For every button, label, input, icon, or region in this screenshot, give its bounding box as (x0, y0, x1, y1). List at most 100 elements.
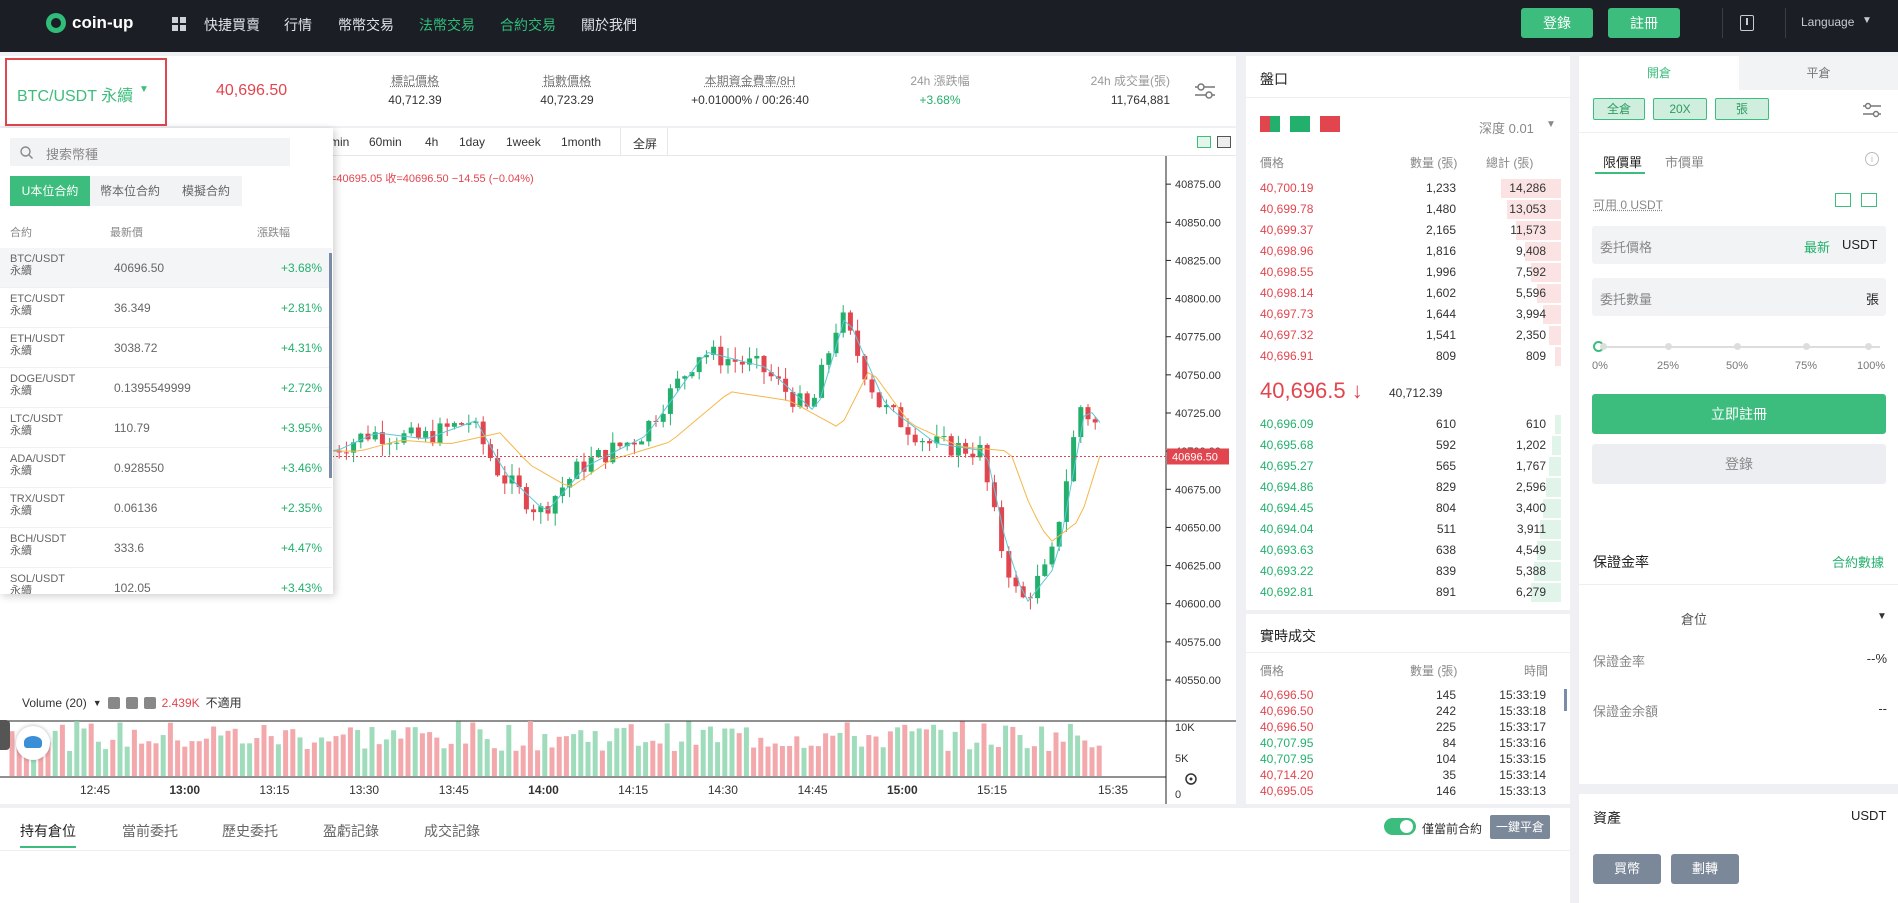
nav-spot[interactable]: 幣幣交易 (338, 17, 394, 33)
register-now-button[interactable]: 立即註冊 (1592, 394, 1886, 434)
bid-row[interactable]: 40,696.09 610 610 (1246, 414, 1566, 435)
header-change[interactable]: 漲跌幅 (257, 227, 290, 239)
bottom-tab[interactable]: 持有倉位 (20, 823, 76, 839)
bid-row[interactable]: 40,695.27 565 1,767 (1246, 456, 1566, 477)
ask-row[interactable]: 40,699.37 2,165 11,573 (1246, 220, 1566, 241)
market-row[interactable]: DOGE/USDT 永續 0.1395549999 +2.72% (0, 368, 332, 408)
market-row[interactable]: ETH/USDT 永續 3038.72 +4.31% (0, 328, 332, 368)
login-button[interactable]: 登錄 (1521, 8, 1593, 38)
interval-1month[interactable]: 1month (561, 135, 602, 149)
tab-sim-contract[interactable]: 模擬合約 (170, 176, 242, 206)
bottom-tab[interactable]: 當前委托 (122, 823, 178, 839)
interval-min[interactable]: min (330, 135, 350, 149)
symbol-selector[interactable]: BTC/USDT 永續 ▼ (5, 58, 167, 126)
bids-only-icon[interactable] (1290, 116, 1310, 132)
tab-open[interactable]: 開倉 (1579, 56, 1739, 90)
slider-stop[interactable] (1734, 343, 1741, 350)
ask-row[interactable]: 40,697.73 1,644 3,994 (1246, 304, 1566, 325)
nav-contract[interactable]: 合約交易 (500, 17, 556, 33)
collapse-handle[interactable] (0, 720, 10, 750)
buy-crypto-button[interactable]: 買幣 (1593, 854, 1661, 884)
asks-only-icon[interactable] (1320, 116, 1340, 132)
unit-button[interactable]: 張 (1715, 98, 1769, 120)
bid-row[interactable]: 40,693.63 638 4,549 (1246, 540, 1566, 561)
header-pair[interactable]: 合約 (10, 227, 32, 239)
order-qty-input[interactable]: 委托數量 張 (1592, 278, 1886, 316)
slider-stop[interactable] (1803, 343, 1810, 350)
order-login-button[interactable]: 登錄 (1592, 444, 1886, 484)
market-scrollbar[interactable] (329, 253, 332, 478)
depth-selector[interactable]: 深度 0.01 (1479, 121, 1534, 136)
bid-row[interactable]: 40,692.81 891 6,279 (1246, 582, 1566, 603)
gear-icon[interactable] (1182, 770, 1200, 788)
ask-row[interactable]: 40,697.32 1,541 2,350 (1246, 325, 1566, 346)
interval-60min[interactable]: 60min (369, 135, 402, 149)
market-row[interactable]: LTC/USDT 永續 110.79 +3.95% (0, 408, 332, 448)
margin-mode-button[interactable]: 全倉 (1593, 98, 1645, 120)
calculator-icon[interactable] (1861, 193, 1877, 207)
contract-data-link[interactable]: 合約數據 (1832, 555, 1885, 570)
settings-sliders-icon[interactable] (1194, 82, 1216, 100)
leverage-button[interactable]: 20X (1653, 98, 1707, 120)
gear-icon[interactable] (125, 696, 138, 709)
transfer-icon[interactable] (1835, 193, 1851, 207)
header-price[interactable]: 最新價 (110, 227, 143, 239)
slider-stop[interactable] (1865, 343, 1872, 350)
ask-row[interactable]: 40,696.91 809 809 (1246, 346, 1566, 367)
close-icon[interactable] (143, 696, 156, 709)
bid-row[interactable]: 40,694.86 829 2,596 (1246, 477, 1566, 498)
settings-sliders-icon[interactable] (1862, 102, 1882, 118)
market-row[interactable]: BCH/USDT 永續 333.6 +4.47% (0, 528, 332, 568)
logo[interactable]: coin-up (46, 13, 133, 33)
slider-stop[interactable] (1665, 343, 1672, 350)
eye-icon[interactable] (107, 696, 120, 709)
tab-market-order[interactable]: 市價單 (1665, 155, 1705, 170)
bid-row[interactable]: 40,694.45 804 3,400 (1246, 498, 1566, 519)
ask-row[interactable]: 40,698.96 1,816 9,408 (1246, 241, 1566, 262)
bid-row[interactable]: 40,694.04 511 3,911 (1246, 519, 1566, 540)
trades-scrollbar[interactable] (1564, 689, 1567, 711)
nav-about[interactable]: 關於我們 (581, 17, 637, 33)
depth-view-icon[interactable] (1217, 136, 1231, 148)
tab-coin-contract[interactable]: 幣本位合約 (90, 176, 170, 206)
bottom-tab[interactable]: 盈虧記錄 (323, 823, 379, 839)
bid-row[interactable]: 40,693.22 839 5,388 (1246, 561, 1566, 582)
nav-fiat[interactable]: 法幣交易 (419, 17, 475, 33)
candlestick-chart[interactable]: 40900.0040875.0040850.0040825.0040800.00… (0, 156, 1236, 804)
market-search-input[interactable]: 搜索幣種 (10, 138, 290, 166)
fullscreen-button[interactable]: 全屏 (620, 128, 668, 156)
candle-view-icon[interactable] (1197, 136, 1211, 148)
current-contract-toggle[interactable] (1384, 818, 1416, 835)
tab-close[interactable]: 平倉 (1739, 56, 1898, 90)
bottom-tab[interactable]: 成交記錄 (424, 823, 480, 839)
market-row[interactable]: BTC/USDT 永續 40696.50 +3.68% (0, 248, 332, 288)
ask-row[interactable]: 40,698.14 1,602 5,596 (1246, 283, 1566, 304)
interval-4h[interactable]: 4h (425, 135, 439, 149)
interval-1week[interactable]: 1week (506, 135, 541, 149)
register-button[interactable]: 註冊 (1608, 8, 1680, 38)
market-row[interactable]: ADA/USDT 永續 0.928550 +3.46% (0, 448, 332, 488)
position-selector[interactable]: 倉位 (1681, 612, 1708, 627)
download-icon[interactable] (1740, 15, 1754, 31)
market-row[interactable]: TRX/USDT 永續 0.06136 +2.35% (0, 488, 332, 528)
tab-limit-order[interactable]: 限價單 (1603, 155, 1643, 170)
bid-row[interactable]: 40,695.68 592 1,202 (1246, 435, 1566, 456)
close-all-button[interactable]: 一鍵平倉 (1490, 815, 1550, 839)
bottom-tab[interactable]: 歷史委托 (222, 823, 278, 839)
interval-1day[interactable]: 1day (459, 135, 486, 149)
language-selector[interactable]: Language (1801, 15, 1855, 29)
apps-grid-icon[interactable] (172, 17, 186, 31)
nav-quick-trade[interactable]: 快捷買賣 (204, 17, 260, 33)
transfer-button[interactable]: 劃轉 (1671, 854, 1739, 884)
market-row[interactable]: ETC/USDT 永續 36.349 +2.81% (0, 288, 332, 328)
slider-stop[interactable] (1600, 343, 1607, 350)
ask-row[interactable]: 40,698.55 1,996 7,592 (1246, 262, 1566, 283)
info-icon[interactable]: i (1865, 152, 1879, 166)
ask-row[interactable]: 40,700.19 1,233 14,286 (1246, 178, 1566, 199)
market-row[interactable]: SOL/USDT 永續 102.05 +3.43% (0, 568, 332, 594)
tab-u-contract[interactable]: U本位合約 (10, 176, 90, 206)
latest-price-toggle[interactable]: 最新 (1804, 240, 1831, 255)
ask-row[interactable]: 40,699.78 1,480 13,053 (1246, 199, 1566, 220)
order-price-input[interactable]: 委托價格 最新 USDT (1592, 226, 1886, 264)
nav-market[interactable]: 行情 (284, 17, 312, 33)
